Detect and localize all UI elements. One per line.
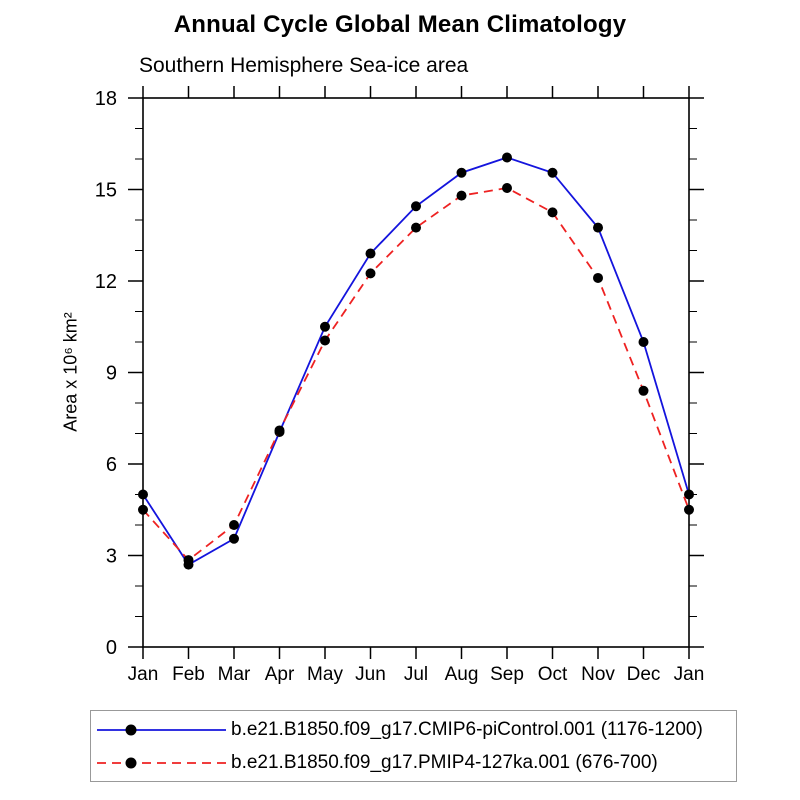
x-tick-label: Dec xyxy=(627,664,661,685)
legend-line-sample-solid-icon xyxy=(97,724,226,735)
legend-box: b.e21.B1850.f09_g17.CMIP6-piControl.001 … xyxy=(90,710,737,782)
legend-item-pmip4: b.e21.B1850.f09_g17.PMIP4-127ka.001 (676… xyxy=(95,746,736,779)
series-line-0 xyxy=(142,156,690,566)
series-line-1 xyxy=(142,187,690,562)
data-point xyxy=(502,152,512,163)
legend-label-picontrol: b.e21.B1850.f09_g17.CMIP6-piControl.001 … xyxy=(231,718,703,740)
data-point xyxy=(183,555,194,566)
data-point xyxy=(638,385,649,396)
x-tick-label: Feb xyxy=(172,664,205,685)
plot-area: 0 3 6 9 12 15 18 Jan Feb Mar Apr May Jun Jul Aug Sep Oct… xyxy=(95,86,705,685)
data-point xyxy=(365,248,376,259)
plot-frame xyxy=(142,97,690,648)
data-point xyxy=(684,504,694,515)
data-point xyxy=(502,182,512,193)
data-point xyxy=(593,272,603,283)
data-point xyxy=(411,222,421,233)
x-tick-label: Jan xyxy=(674,664,705,685)
data-point xyxy=(547,167,558,178)
data-point xyxy=(684,489,694,500)
data-point xyxy=(320,321,330,332)
legend-sample-marker xyxy=(125,757,137,768)
y-tick-label: 0 xyxy=(106,637,117,659)
data-point xyxy=(365,268,376,279)
y-tick-label: 3 xyxy=(106,546,117,568)
legend-item-picontrol: b.e21.B1850.f09_g17.CMIP6-piControl.001 … xyxy=(95,713,736,746)
data-point xyxy=(138,489,148,500)
data-point xyxy=(138,504,148,515)
y-tick-label: 6 xyxy=(106,454,117,476)
y-tick-label: 15 xyxy=(95,180,117,202)
y-tick-label: 18 xyxy=(95,88,117,110)
data-point xyxy=(274,425,285,436)
legend-label-pmip4: b.e21.B1850.f09_g17.PMIP4-127ka.001 (676… xyxy=(231,751,658,773)
data-point xyxy=(229,520,239,530)
legend-line-sample-dashed-icon xyxy=(97,757,226,768)
data-point xyxy=(456,190,467,201)
x-tick-label: Jul xyxy=(404,664,428,685)
y-tick-label: 9 xyxy=(106,363,117,385)
data-point xyxy=(638,337,649,347)
x-tick-label: Apr xyxy=(265,664,295,685)
x-tick-label: Aug xyxy=(445,664,479,685)
x-tick-label: Nov xyxy=(581,664,615,685)
x-tick-label: Jan xyxy=(128,664,159,685)
x-tick-label: Jun xyxy=(355,664,386,685)
x-tick-label: Oct xyxy=(538,664,568,685)
x-tick-label: Mar xyxy=(218,664,251,685)
x-tick-label: May xyxy=(307,664,343,685)
data-point xyxy=(593,222,603,233)
y-tick-label: 12 xyxy=(95,271,117,293)
data-point xyxy=(411,201,421,212)
chart-title: Annual Cycle Global Mean Climatology xyxy=(173,11,627,38)
data-point xyxy=(229,533,239,544)
data-point xyxy=(547,207,558,218)
x-tick-label: Sep xyxy=(490,664,524,685)
data-point xyxy=(456,167,467,178)
legend-sample-marker xyxy=(125,724,137,735)
data-point xyxy=(320,335,330,346)
chart-subtitle: Southern Hemisphere Sea-ice area xyxy=(139,54,469,77)
